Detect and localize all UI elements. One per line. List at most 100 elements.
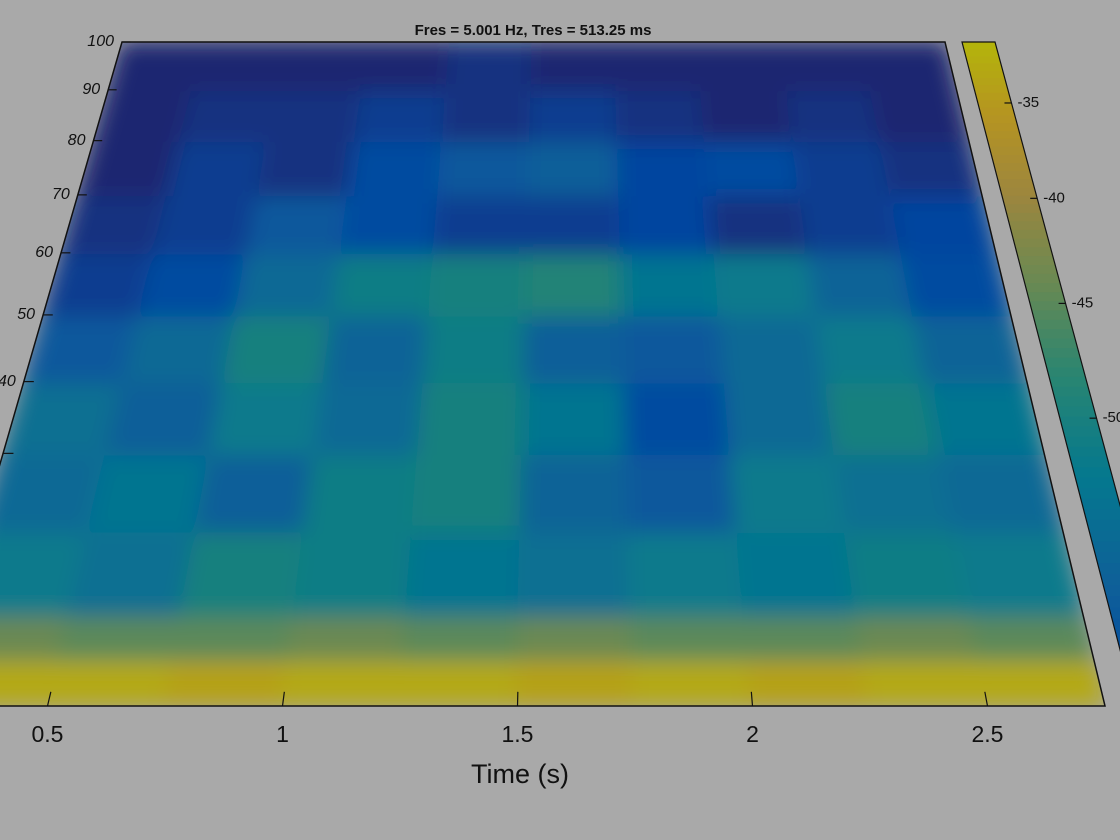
colorbar-tick-label: -50 [1103, 409, 1120, 426]
colorbar-slice [971, 77, 1007, 87]
heatmap-cell [221, 313, 336, 384]
heatmap-cell [530, 42, 620, 92]
heatmap-cell [400, 613, 523, 661]
x-tick [750, 691, 754, 707]
x-tick-label: 2.5 [972, 721, 1004, 747]
heatmap-cell [630, 658, 756, 706]
colorbar-slice [981, 115, 1018, 124]
colorbar-slice [993, 162, 1031, 172]
colorbar-slice [1017, 256, 1056, 266]
heatmap-cell [519, 451, 633, 533]
colorbar-slice [1046, 367, 1086, 378]
colorbar-slice [1006, 212, 1044, 223]
x-tick [281, 691, 285, 707]
heatmap-cell [616, 139, 713, 197]
heatmap-cell [627, 528, 748, 617]
heatmap-cell [437, 139, 534, 197]
x-tick-label: 0.5 [32, 721, 64, 747]
colorbar-slice [979, 107, 1016, 117]
heatmap-cell [416, 379, 528, 456]
heatmap-cell [696, 42, 790, 92]
heatmap-cell [742, 613, 867, 661]
colorbar-slice [1015, 247, 1053, 257]
y-tick-label: 50 [17, 306, 35, 323]
heatmap-cell [152, 193, 261, 255]
colorbar-slice [1013, 238, 1051, 249]
colorbar-slice [983, 123, 1020, 132]
heatmap-cell [234, 251, 344, 317]
colorbar-slice [989, 146, 1026, 156]
colorbar-slice [969, 70, 1005, 79]
heatmap-cell [105, 42, 207, 92]
colorbar-slice [1067, 446, 1108, 458]
colorbar-slice [1036, 329, 1076, 340]
colorbar-slice [1031, 310, 1071, 321]
heatmap-cell [339, 193, 442, 255]
x-tick-label: 1.5 [502, 721, 534, 747]
axes: 0.511.522.50102030405060708090100-60-55-… [0, 33, 1120, 747]
heatmap-cell [527, 139, 623, 197]
colorbar-slice [1022, 273, 1061, 284]
plot-frame [0, 41, 1106, 707]
heatmap-cell [427, 251, 531, 317]
heatmap-cell [194, 451, 318, 533]
heatmap-cell [814, 313, 930, 384]
heatmap-cell [615, 88, 709, 142]
colorbar-slice [1054, 396, 1094, 408]
colorbar-slice [1091, 541, 1120, 553]
colorbar-slice [995, 171, 1033, 180]
heatmap-cell [445, 42, 536, 92]
colorbar-slice [1044, 357, 1083, 368]
heatmap-cell [860, 42, 959, 92]
colorbar-slice [1089, 530, 1120, 543]
heatmap-cell [104, 379, 228, 456]
colorbar-tick-label: -40 [1043, 189, 1065, 206]
heatmap-cell [521, 379, 631, 456]
heatmap-cell [735, 528, 861, 617]
heatmap-cell [911, 313, 1030, 384]
heatmap-cell [121, 313, 240, 384]
heatmap-cell [137, 251, 251, 317]
heatmap-cell [441, 88, 535, 142]
colorbar-tick-label: -35 [1017, 94, 1039, 111]
colorbar-slice [962, 42, 998, 50]
heatmap-cell [923, 379, 1047, 456]
chart-title: Fres = 5.001 Hz, Tres = 513.25 ms [415, 22, 652, 39]
x-tick-label: 1 [276, 721, 289, 747]
colorbar-slice [1024, 283, 1063, 293]
heatmap-cell [860, 658, 991, 706]
colorbar-tick-label: -45 [1072, 294, 1094, 311]
colorbar-slice [1097, 563, 1120, 575]
colorbar-slice [997, 179, 1035, 189]
colorbar-slice [991, 154, 1028, 164]
colorbar-slice [999, 187, 1037, 197]
heatmap-cell [833, 451, 958, 533]
x-tick [46, 691, 52, 707]
colorbar-slice [1029, 301, 1068, 312]
heatmap-cells [0, 42, 1105, 706]
colorbar-slice [1100, 574, 1120, 586]
colorbar-slice [1051, 386, 1091, 398]
heatmap-cell [613, 42, 705, 92]
x-axis-label: Time (s) [471, 759, 569, 789]
heatmap-cell [791, 139, 894, 197]
heatmap-cell [713, 251, 820, 317]
colorbar-slice [1075, 477, 1116, 489]
heatmap-cell [397, 658, 522, 706]
colorbar-slice [1078, 488, 1119, 500]
colorbar-slice [1094, 552, 1120, 564]
heatmap-cell [625, 451, 741, 533]
colorbar-slice [1039, 338, 1078, 349]
y-tick-label: 90 [82, 81, 100, 98]
colorbar-slice [985, 131, 1022, 140]
x-tick [984, 691, 989, 707]
heatmap-cell [967, 613, 1097, 661]
colorbar-slice [1069, 456, 1110, 469]
heatmap-cell [514, 658, 638, 706]
heatmap-cell [806, 251, 917, 317]
heatmap-cell [330, 251, 438, 317]
heatmap-cell [85, 451, 214, 533]
heatmap-cell [878, 139, 985, 197]
colorbar-slice [1083, 509, 1120, 521]
